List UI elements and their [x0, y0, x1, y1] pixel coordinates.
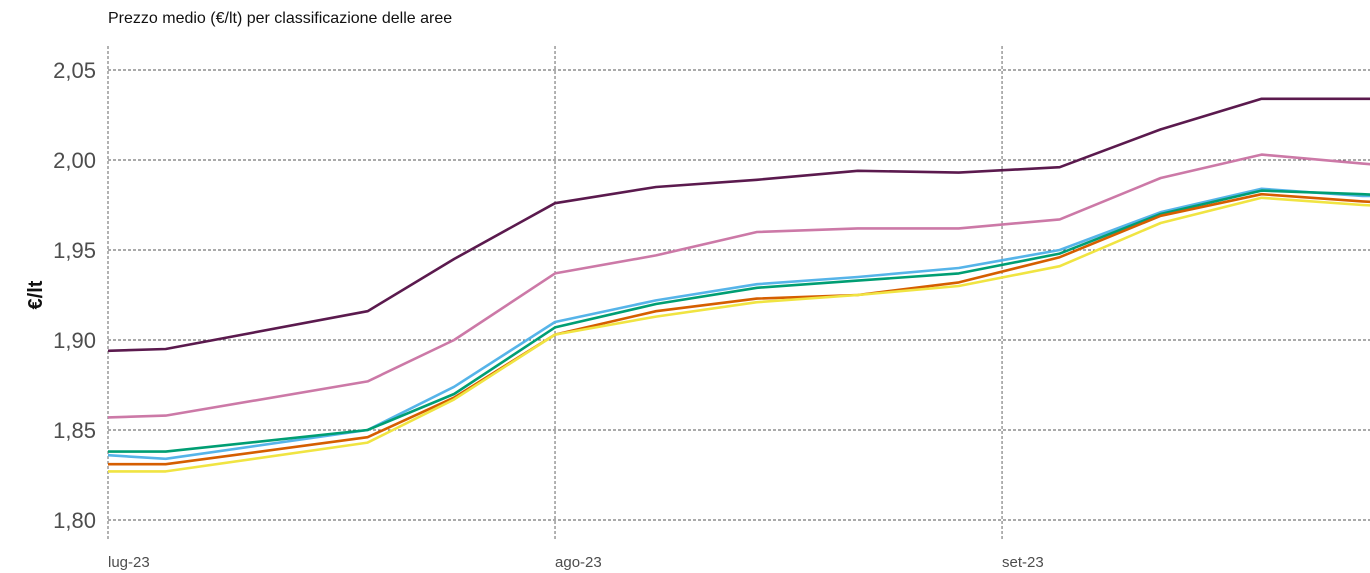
x-tick-label: lug-23 [108, 554, 150, 571]
series-line-4 [108, 189, 1370, 453]
y-axis-label: €/lt [25, 280, 47, 309]
x-tick-label: set-23 [1002, 554, 1044, 571]
series-line-6 [108, 196, 1370, 473]
y-tick-label: 2,05 [53, 58, 96, 83]
x-tick-label: ago-23 [555, 554, 602, 571]
series-lines [107, 97, 1370, 473]
x-axis-ticks: lug-23 ago-23 set-23 [108, 554, 1044, 571]
y-tick-label: 1,90 [53, 328, 96, 353]
y-axis-ticks: 1,80 1,85 1,90 1,95 2,00 2,05 [53, 58, 96, 533]
y-tick-label: 2,00 [53, 148, 96, 173]
series-line-1 [107, 97, 1370, 353]
series-line-2 [107, 153, 1370, 419]
series-line-5 [108, 192, 1370, 466]
y-tick-label: 1,85 [53, 418, 96, 443]
y-tick-label: 1,95 [53, 238, 96, 263]
y-tick-label: 1,80 [53, 508, 96, 533]
chart-title: Prezzo medio (€/lt) per classificazione … [108, 10, 453, 27]
grid-lines [107, 46, 1370, 540]
